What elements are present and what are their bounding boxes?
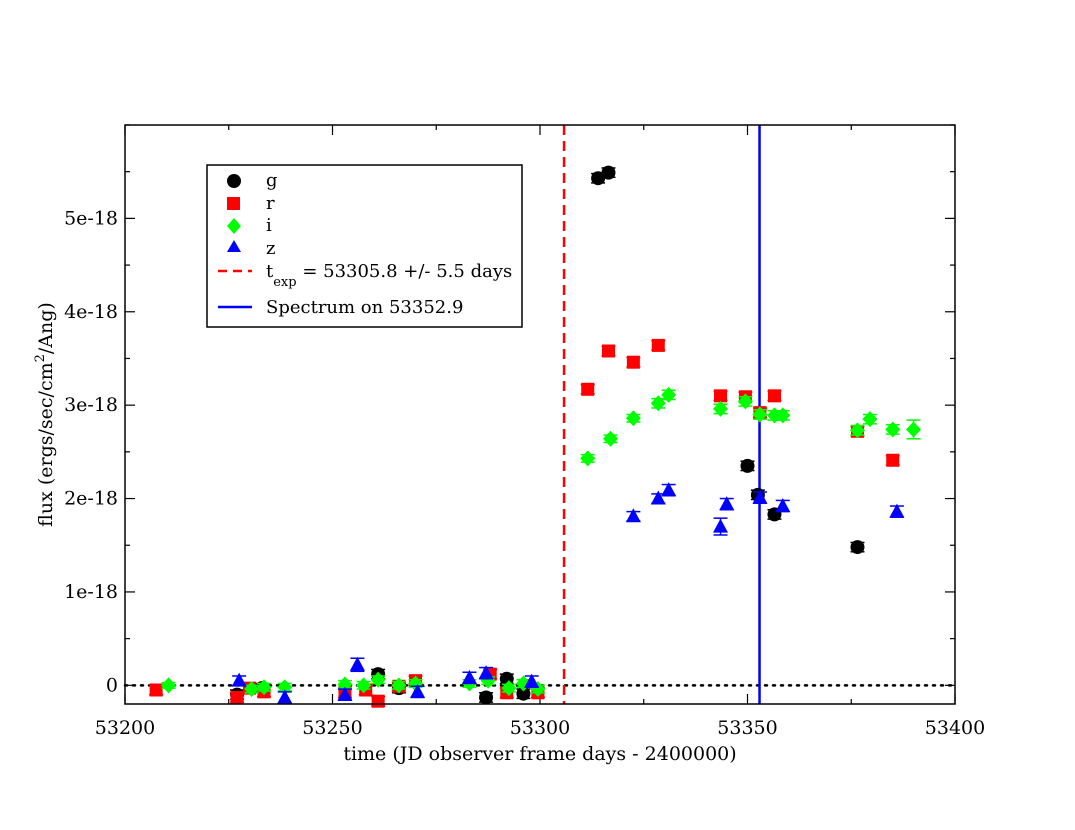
data-point-g xyxy=(740,458,755,473)
y-tick-label: 4e-18 xyxy=(64,301,118,323)
data-point-z xyxy=(889,503,905,518)
data-point-r xyxy=(371,694,385,708)
data-point-z xyxy=(661,482,677,497)
y-tick-label: 1e-18 xyxy=(64,581,118,603)
legend-label-texp-subscript: exp xyxy=(273,275,296,290)
legend-label-texp-t: t xyxy=(266,261,274,282)
data-point-i xyxy=(885,421,901,438)
x-tick-label: 53400 xyxy=(925,717,985,739)
legend-label-spectrum: Spectrum on 53352.9 xyxy=(266,297,463,318)
data-point-g xyxy=(601,165,616,180)
data-point-z xyxy=(277,689,293,704)
data-point-z xyxy=(625,508,641,523)
series-z xyxy=(231,482,905,704)
data-point-i xyxy=(713,400,729,417)
data-point-i xyxy=(391,677,407,694)
legend-marker-r xyxy=(227,197,240,210)
data-point-g xyxy=(479,690,494,705)
y-tick-label: 2e-18 xyxy=(64,488,118,510)
data-point-i xyxy=(356,677,372,694)
legend-marker-g xyxy=(227,174,241,188)
x-tick-label: 53350 xyxy=(717,717,777,739)
legend-label-g: g xyxy=(266,170,278,191)
data-point-z xyxy=(337,686,353,701)
data-point-i xyxy=(906,421,921,438)
data-point-r xyxy=(601,344,615,358)
y-tick-label: 3e-18 xyxy=(64,394,118,416)
data-point-i xyxy=(370,671,386,688)
data-point-r xyxy=(714,389,728,403)
data-point-z xyxy=(752,489,768,504)
data-point-z xyxy=(231,672,247,687)
legend-label-i: i xyxy=(266,215,272,236)
data-point-i xyxy=(625,410,641,427)
data-point-g xyxy=(516,686,531,701)
data-point-g xyxy=(850,540,865,555)
y-axis-title-main: flux (ergs/sec/cm xyxy=(35,362,57,526)
data-point-i xyxy=(161,677,177,694)
data-point-i xyxy=(862,411,878,428)
data-point-i xyxy=(603,430,619,447)
y-tick-labels: 0 1e-18 2e-18 3e-18 4e-18 5e-18 xyxy=(64,207,118,696)
y-tick-label: 5e-18 xyxy=(64,207,118,229)
data-point-i xyxy=(752,406,768,423)
data-point-i xyxy=(775,407,791,424)
legend-label-texp-text: = 53305.8 +/- 5.5 days xyxy=(297,261,513,282)
plot-frame xyxy=(124,124,956,705)
data-point-z xyxy=(410,683,426,698)
data-point-r xyxy=(149,683,163,697)
legend-label-r: r xyxy=(266,193,275,214)
y-axis-title-superscript: 2 xyxy=(33,354,48,362)
data-point-z xyxy=(719,496,735,511)
data-point-g xyxy=(591,171,606,186)
legend: g r i z texp = 53305.8 +/- 5.5 days Spec… xyxy=(206,164,523,328)
data-point-r xyxy=(767,389,781,403)
x-tick-label: 53200 xyxy=(95,717,155,739)
x-tick-label: 53250 xyxy=(302,717,362,739)
data-point-r xyxy=(230,690,244,704)
data-point-z xyxy=(478,665,494,680)
legend-label-texp: texp = 53305.8 +/- 5.5 days xyxy=(266,261,512,290)
data-point-z xyxy=(461,669,477,684)
x-tick-labels: 53200 53250 53300 53350 53400 xyxy=(95,717,985,739)
data-point-r xyxy=(651,338,665,352)
y-tick-label: 0 xyxy=(106,674,118,696)
legend-marker-z xyxy=(227,240,241,252)
y-axis-title: flux (ergs/sec/cm2/Ang) xyxy=(33,302,57,527)
legend-marker-i xyxy=(227,218,241,234)
data-point-z xyxy=(713,518,729,533)
x-tick-label: 53300 xyxy=(510,717,570,739)
data-point-r xyxy=(581,382,595,396)
legend-box xyxy=(206,164,523,328)
data-point-i xyxy=(244,681,260,698)
y-axis-title-tail: /Ang) xyxy=(35,302,57,354)
data-point-r xyxy=(626,355,640,369)
data-point-r xyxy=(886,453,900,467)
data-point-z xyxy=(524,673,540,688)
data-point-i xyxy=(737,393,753,410)
data-point-i xyxy=(256,679,272,696)
data-point-i xyxy=(580,450,596,467)
data-point-i xyxy=(501,680,517,697)
data-points xyxy=(149,165,921,708)
data-point-i xyxy=(849,422,865,439)
legend-label-z: z xyxy=(266,238,275,259)
data-point-i xyxy=(661,386,677,403)
x-axis-title: time (JD observer frame days - 2400000) xyxy=(343,743,736,765)
data-point-z xyxy=(650,490,666,505)
data-point-z xyxy=(775,498,791,513)
data-point-z xyxy=(349,656,365,671)
